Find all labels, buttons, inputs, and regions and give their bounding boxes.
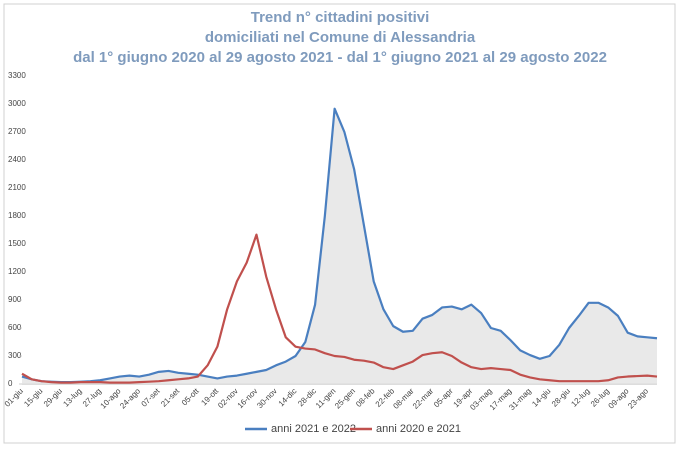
y-tick-label: 1800	[8, 211, 26, 220]
legend-label: anni 2020 e 2021	[376, 423, 461, 435]
area	[22, 108, 657, 385]
y-tick-label: 1200	[8, 267, 26, 276]
y-tick-label: 3300	[8, 71, 26, 80]
chart-title: dal 1° giugno 2020 al 29 agosto 2021 - d…	[73, 49, 607, 66]
y-tick-label: 2700	[8, 127, 26, 136]
series-line	[21, 107, 658, 384]
y-tick-label: 300	[8, 351, 22, 360]
chart-title: domiciliati nel Comune di Alessandria	[205, 29, 476, 46]
y-tick-label: 0	[8, 379, 13, 388]
y-tick-label: 1500	[8, 239, 26, 248]
y-tick-label: 900	[8, 295, 22, 304]
y-tick-label: 3000	[8, 99, 26, 108]
chart-title: Trend n° cittadini positivi	[251, 9, 430, 26]
y-tick-label: 2400	[8, 155, 26, 164]
y-tick-label: 2100	[8, 183, 26, 192]
y-tick-label: 600	[8, 323, 22, 332]
series-line	[21, 233, 658, 384]
legend-label: anni 2021 e 2022	[271, 423, 356, 435]
